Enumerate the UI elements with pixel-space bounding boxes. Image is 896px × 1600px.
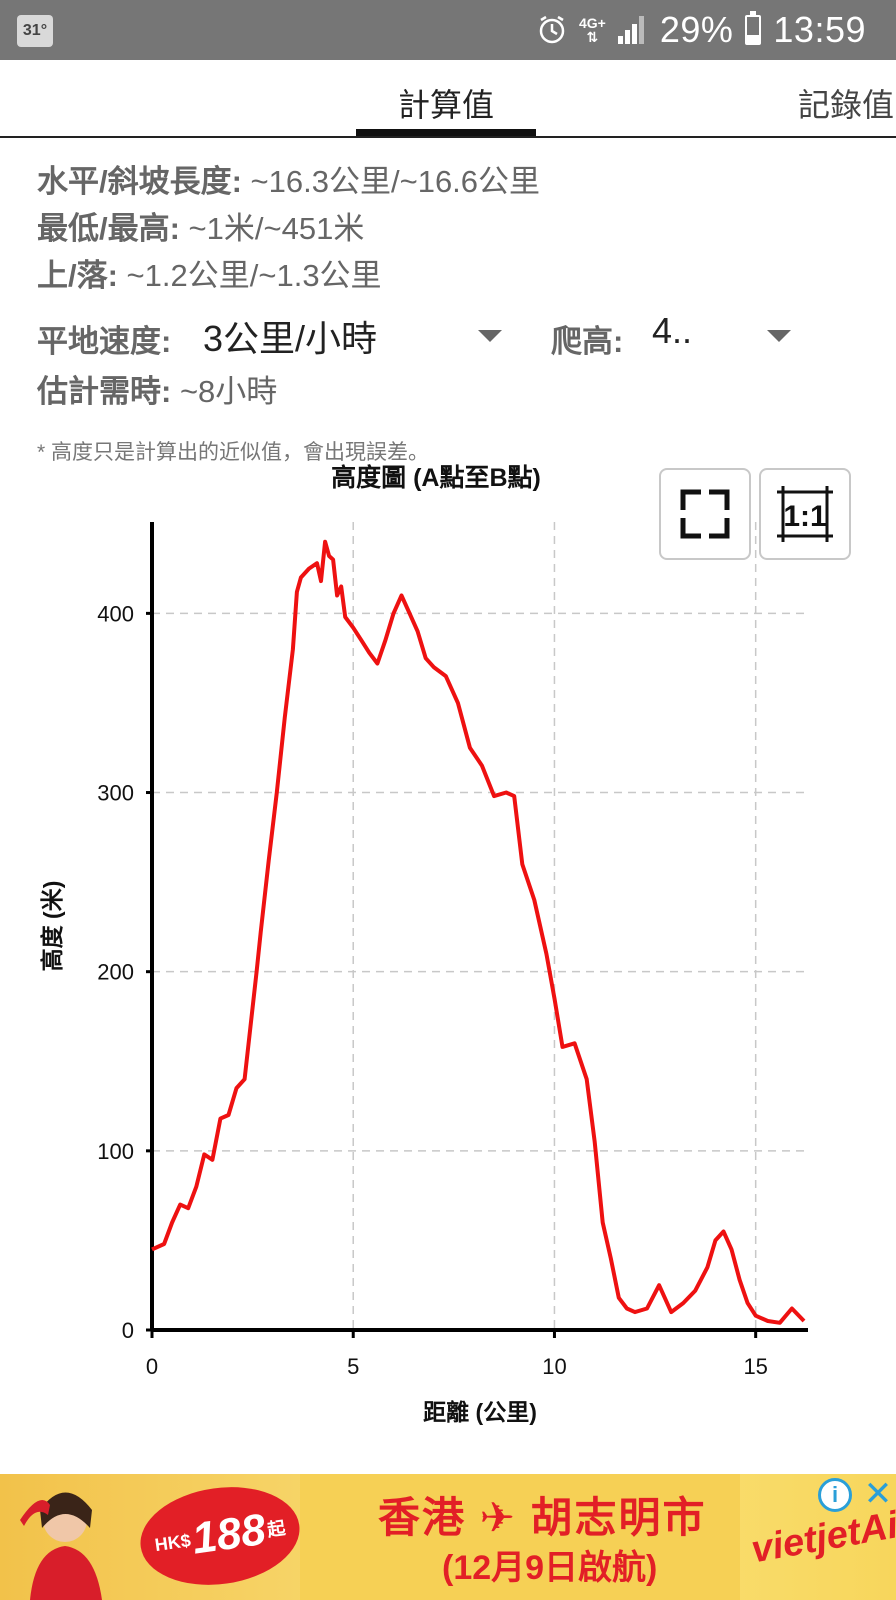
estimated-time-value: ~8小時 [171,374,278,409]
length-value: ~16.3公里/~16.6公里 [241,164,541,199]
battery-icon [745,11,762,45]
y-axis-label: 高度 (米) [39,881,65,972]
chart-axes [150,522,808,1332]
minmax-row: 最低/最高: ~1米/~451米 [37,209,867,256]
data-arrows-icon: ⇅ [586,29,599,45]
chart-title: 高度圖 (A點至B點) [331,464,541,492]
network-type-label: 4G+ ⇅ [579,16,606,44]
signal-strength-icon [617,16,648,44]
ad-price-suffix: 起 [266,1517,287,1541]
flight-attendant-image [20,1492,102,1600]
climb-dropdown-caret-icon[interactable] [767,330,791,342]
tab-bar: 計算值 記錄值 [0,60,896,138]
speed-select-value[interactable]: 3公里/小時 [203,318,378,359]
y-tick-label: 400 [97,601,134,626]
length-row: 水平/斜坡長度: ~16.3公里/~16.6公里 [37,162,867,209]
estimated-time-label: 估計需時: [37,374,172,409]
fullscreen-icon [680,489,730,539]
actual-size-button[interactable]: 1:1 [759,468,851,560]
battery-percent: 29% [659,9,734,50]
y-tick-label: 100 [97,1139,134,1164]
ad-background-panel [300,1474,740,1600]
ad-price-badge: HK$ 188 起 [134,1477,306,1595]
route-summary: 水平/斜坡長度: ~16.3公里/~16.6公里 最低/最高: ~1米/~451… [37,162,867,303]
weather-temperature-badge: 31° [17,15,53,47]
active-tab-indicator [356,129,536,136]
y-tick-label: 300 [97,781,134,806]
chart-ticks: 0 100 200 300 400 0 5 10 15 [97,601,768,1379]
actual-size-label: 1:1 [783,500,826,533]
updown-label: 上/落: [37,258,118,293]
actual-size-icon: 1:1 [777,486,833,542]
tab-calculated[interactable]: 計算值 [398,87,495,123]
status-bar: 31° 4G+ ⇅ 29% 13:59 [0,0,896,60]
status-icons: 4G+ ⇅ 29% 13:59 [537,0,866,60]
fullscreen-button[interactable] [659,468,751,560]
tab-recorded[interactable]: 記錄值 [798,87,895,123]
ad-banner[interactable]: HK$ 188 起 香港 ✈ 胡志明市 (12月9日啟航) vietjetAir… [0,1474,896,1600]
y-tick-label: 0 [122,1318,134,1343]
speed-dropdown-caret-icon[interactable] [478,330,502,342]
chart-grid [152,522,808,1330]
network-type-text: 4G+ [578,15,606,31]
alarm-icon [539,15,565,44]
speed-climb-row: 平地速度: 3公里/小時 爬高: 4.. [37,310,867,360]
minmax-value: ~1米/~451米 [179,211,365,246]
climb-select-value[interactable]: 4.. [652,310,693,351]
clock: 13:59 [773,9,866,50]
x-axis-label: 距離 (公里) [423,1399,537,1425]
y-tick-label: 200 [97,960,134,985]
x-tick-label: 15 [743,1354,767,1379]
estimated-time-row: 估計需時: ~8小時 [37,366,277,411]
ad-title: 香港 ✈ 胡志明市 [378,1494,707,1541]
elevation-chart: 高度圖 (A點至B點) 0 100 200 300 400 0 5 10 15 距離 (公里) … [36,464,856,1458]
minmax-label: 最低/最高: [37,211,180,246]
ad-currency: HK$ [153,1529,192,1555]
ad-info-icon[interactable]: i [818,1478,852,1512]
ad-subtitle: (12月9日啟航) [442,1549,658,1587]
ad-close-icon[interactable]: ✕ [863,1475,893,1513]
ad-price: 188 [189,1504,269,1564]
speed-label: 平地速度: [37,324,172,359]
x-tick-label: 5 [347,1354,359,1379]
updown-row: 上/落: ~1.2公里/~1.3公里 [37,256,867,303]
climb-label: 爬高: [551,324,624,359]
elevation-line [151,539,806,1325]
accuracy-note: * 高度只是計算出的近似值，會出現誤差。 [37,441,430,464]
x-tick-label: 10 [542,1354,566,1379]
updown-value: ~1.2公里/~1.3公里 [117,258,382,293]
length-label: 水平/斜坡長度: [37,164,242,199]
x-tick-label: 0 [146,1354,158,1379]
